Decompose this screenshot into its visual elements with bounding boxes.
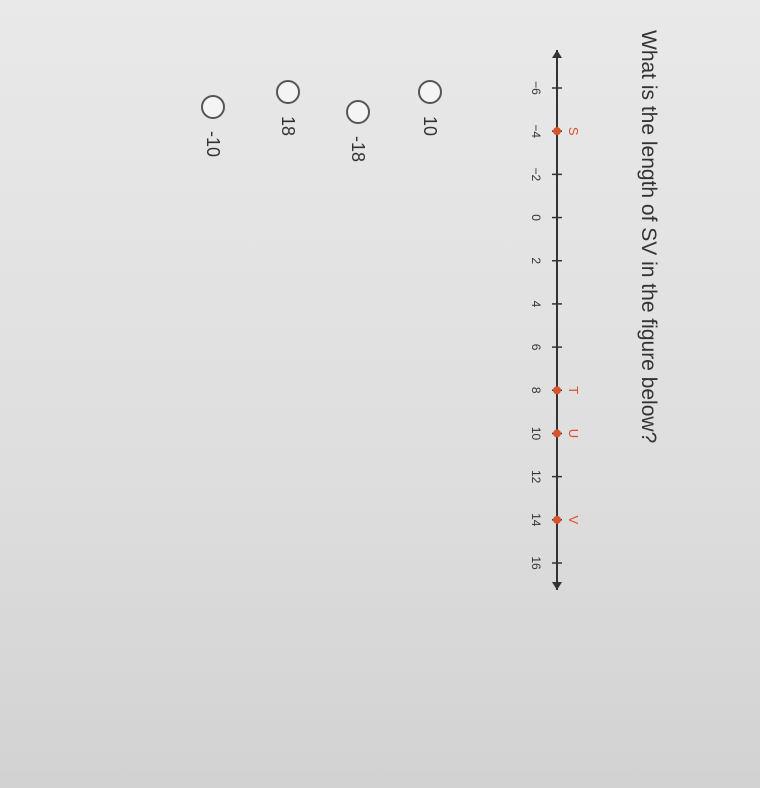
tick-label: 0 [529,214,543,221]
radio-button[interactable] [276,80,300,104]
tick-label: −6 [529,81,543,95]
tick-label: 8 [529,387,543,394]
tick-label: −2 [529,168,543,182]
point-label: V [566,515,581,524]
point-label: U [566,429,581,438]
tick-label: 12 [529,470,543,484]
option-label: -10 [203,131,224,158]
left-arrow-icon [552,50,562,58]
tick-label: −4 [529,124,543,138]
number-line: −6 −4 −2 0 2 4 6 8 10 12 14 16 S T U V [529,50,581,590]
point-marker [553,127,561,136]
option-label: -18 [348,136,369,163]
option-2[interactable]: -18 [346,100,370,162]
radio-button[interactable] [418,80,442,104]
option-4[interactable]: -10 [201,95,225,157]
point-marker [553,386,561,395]
option-3[interactable]: 18 [276,80,300,136]
point-marker [553,515,561,524]
point-label: T [566,386,581,394]
question-text: What is the length of SV in the figure b… [637,30,660,444]
tick-label: 16 [529,556,543,570]
tick-label: 2 [529,257,543,264]
tick-label: 4 [529,301,543,308]
radio-button[interactable] [346,100,370,124]
point-marker [553,429,561,438]
tick-label: 6 [529,344,543,351]
tick-label: 14 [529,513,543,527]
radio-button[interactable] [201,95,225,119]
option-1[interactable]: 10 [418,80,442,136]
option-label: 18 [278,116,299,137]
option-label: 10 [420,116,441,137]
point-label: S [566,127,581,136]
tick-label: 10 [529,427,543,441]
right-arrow-icon [552,582,562,590]
